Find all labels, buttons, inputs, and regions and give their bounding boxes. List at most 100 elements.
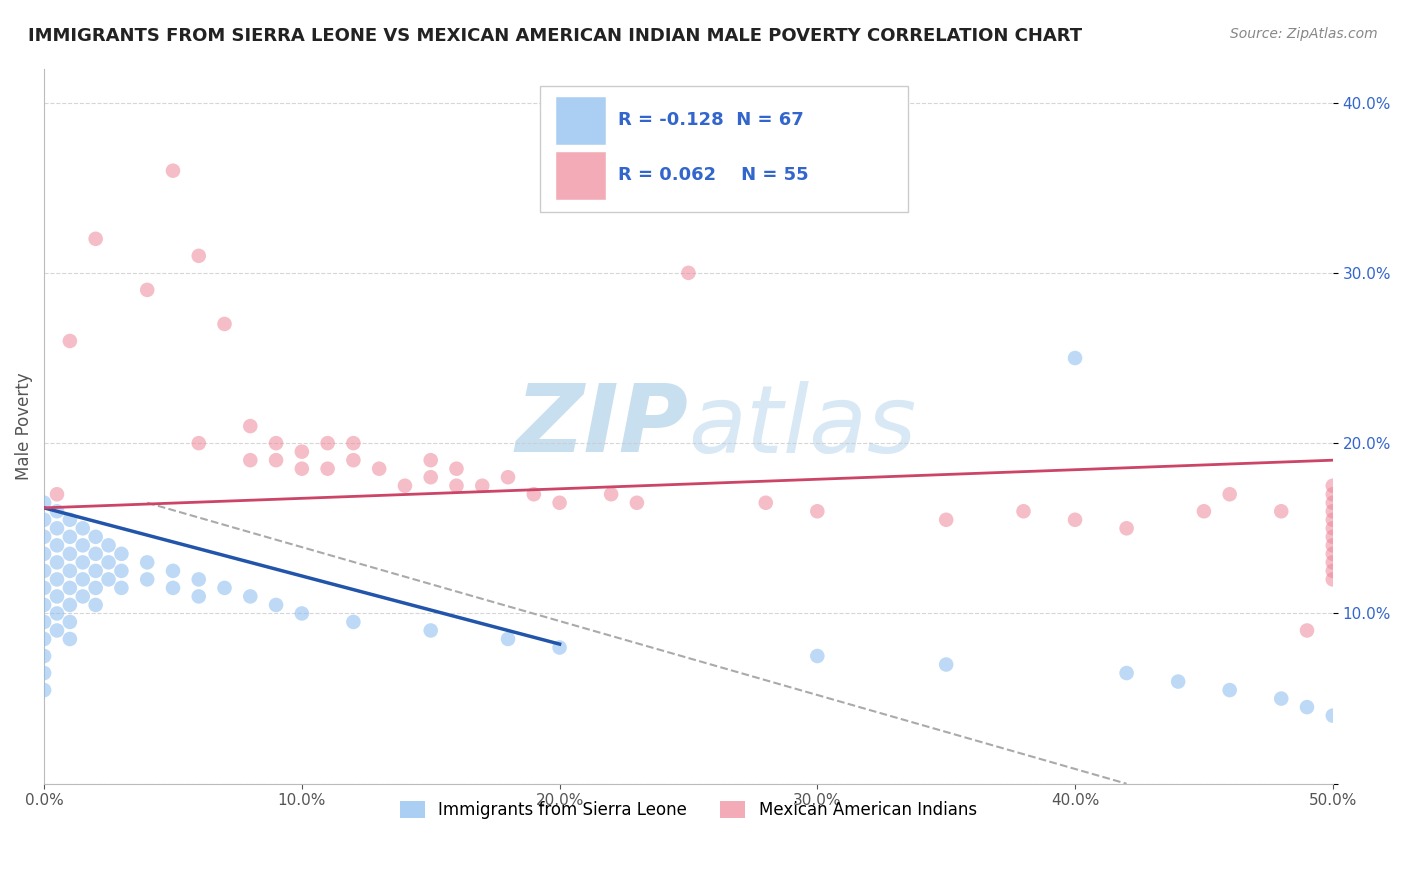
Point [419, 470, 441, 484]
Point [32, 496, 55, 510]
Point [1322, 573, 1344, 587]
Point [162, 564, 184, 578]
Point [84, 547, 107, 561]
Point [1322, 555, 1344, 569]
Text: ZIP: ZIP [516, 380, 689, 472]
Point [46, 590, 69, 604]
Point [46, 487, 69, 501]
Point [214, 581, 236, 595]
Point [59, 513, 82, 527]
Legend: Immigrants from Sierra Leone, Mexican American Indians: Immigrants from Sierra Leone, Mexican Am… [394, 794, 984, 825]
Point [316, 461, 339, 475]
Point [187, 590, 209, 604]
FancyBboxPatch shape [555, 153, 605, 199]
Point [32, 564, 55, 578]
Point [858, 146, 880, 161]
Point [1296, 624, 1319, 638]
Point [110, 564, 132, 578]
Point [136, 573, 159, 587]
Point [264, 598, 287, 612]
Point [84, 598, 107, 612]
Point [136, 283, 159, 297]
Point [496, 632, 519, 646]
Point [72, 521, 94, 535]
Point [59, 547, 82, 561]
Point [755, 496, 778, 510]
Point [72, 538, 94, 552]
Point [316, 436, 339, 450]
Point [59, 598, 82, 612]
Point [1296, 700, 1319, 714]
Text: Source: ZipAtlas.com: Source: ZipAtlas.com [1230, 27, 1378, 41]
Point [678, 266, 700, 280]
Point [72, 590, 94, 604]
Point [162, 581, 184, 595]
Point [368, 461, 391, 475]
Point [342, 453, 364, 467]
Point [1322, 504, 1344, 518]
Point [59, 334, 82, 348]
Point [46, 521, 69, 535]
Point [187, 436, 209, 450]
Point [46, 624, 69, 638]
Point [46, 538, 69, 552]
Point [446, 479, 468, 493]
Point [264, 436, 287, 450]
Point [32, 513, 55, 527]
Point [600, 487, 623, 501]
Point [32, 648, 55, 663]
Point [291, 461, 314, 475]
Point [32, 581, 55, 595]
Point [72, 555, 94, 569]
Point [548, 496, 571, 510]
Point [1115, 521, 1137, 535]
Point [1322, 487, 1344, 501]
Point [291, 607, 314, 621]
Text: R = -0.128  N = 67: R = -0.128 N = 67 [617, 111, 803, 129]
Point [162, 163, 184, 178]
Point [72, 573, 94, 587]
Point [32, 547, 55, 561]
Point [264, 453, 287, 467]
Point [59, 581, 82, 595]
Point [110, 547, 132, 561]
Point [97, 573, 120, 587]
Point [496, 470, 519, 484]
Point [1064, 351, 1087, 365]
Point [97, 538, 120, 552]
Point [239, 453, 262, 467]
Point [291, 444, 314, 458]
Point [626, 496, 648, 510]
Point [806, 504, 828, 518]
Point [1270, 691, 1292, 706]
Point [1322, 547, 1344, 561]
Point [187, 573, 209, 587]
Point [342, 615, 364, 629]
Point [1322, 708, 1344, 723]
Point [59, 615, 82, 629]
Point [32, 615, 55, 629]
Point [46, 607, 69, 621]
Point [1270, 504, 1292, 518]
Point [84, 232, 107, 246]
Point [1192, 504, 1215, 518]
Point [1115, 666, 1137, 681]
Point [59, 564, 82, 578]
Point [1322, 521, 1344, 535]
Point [342, 436, 364, 450]
Text: R = 0.062    N = 55: R = 0.062 N = 55 [617, 166, 808, 184]
Point [136, 555, 159, 569]
Point [1219, 487, 1241, 501]
Point [46, 573, 69, 587]
Point [32, 683, 55, 698]
FancyBboxPatch shape [540, 87, 907, 211]
Point [1219, 683, 1241, 698]
Point [1322, 479, 1344, 493]
Point [32, 632, 55, 646]
Point [1167, 674, 1189, 689]
Point [1322, 530, 1344, 544]
Point [935, 513, 957, 527]
Point [523, 487, 546, 501]
Point [84, 581, 107, 595]
Point [97, 555, 120, 569]
